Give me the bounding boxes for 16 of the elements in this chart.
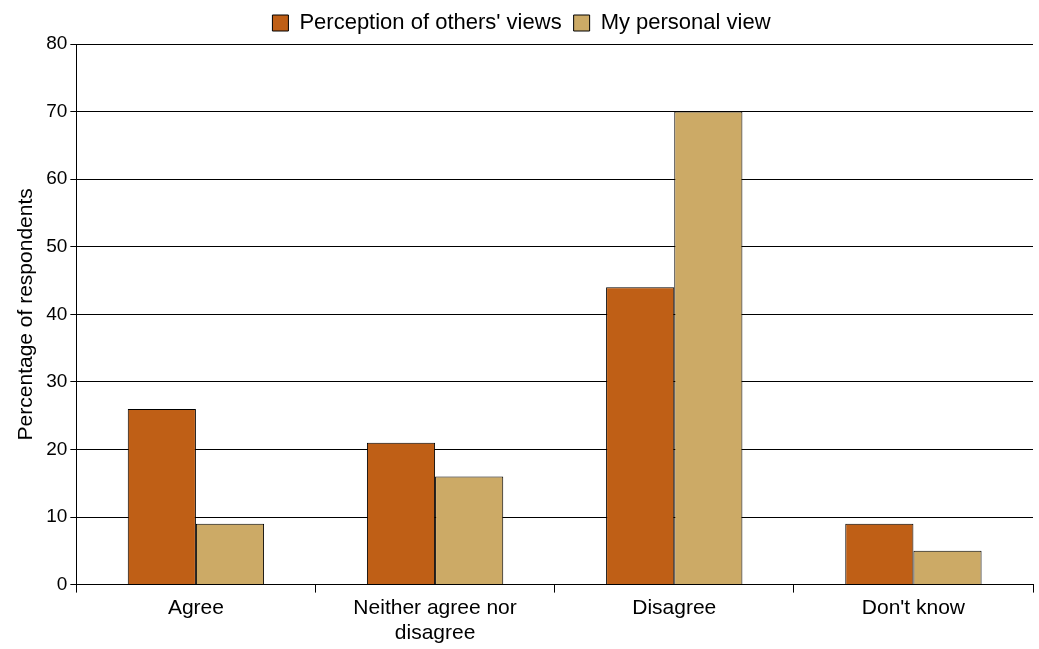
y-tick-label: 40 [46,302,68,324]
x-tick-label: Agree [167,595,224,618]
y-tick-label: 70 [46,99,68,121]
y-tick-label: 60 [46,167,68,189]
x-tick-label: Don't know [861,595,966,618]
y-tick-label: 10 [46,505,68,527]
y-tick-label: 20 [46,437,68,459]
legend-label: My personal view [600,9,771,35]
y-tick-label: 50 [46,234,68,256]
y-tick-label: 30 [46,370,68,392]
y-axis-title: Percentage of respondents [13,188,37,441]
y-tick-label: 0 [56,572,68,594]
legend-label: Perception of others' views [299,9,562,35]
y-tick-label: 80 [46,32,68,54]
x-tick-label: Neither agree nor disagree [353,595,517,644]
x-tick-label: Disagree [632,595,717,618]
